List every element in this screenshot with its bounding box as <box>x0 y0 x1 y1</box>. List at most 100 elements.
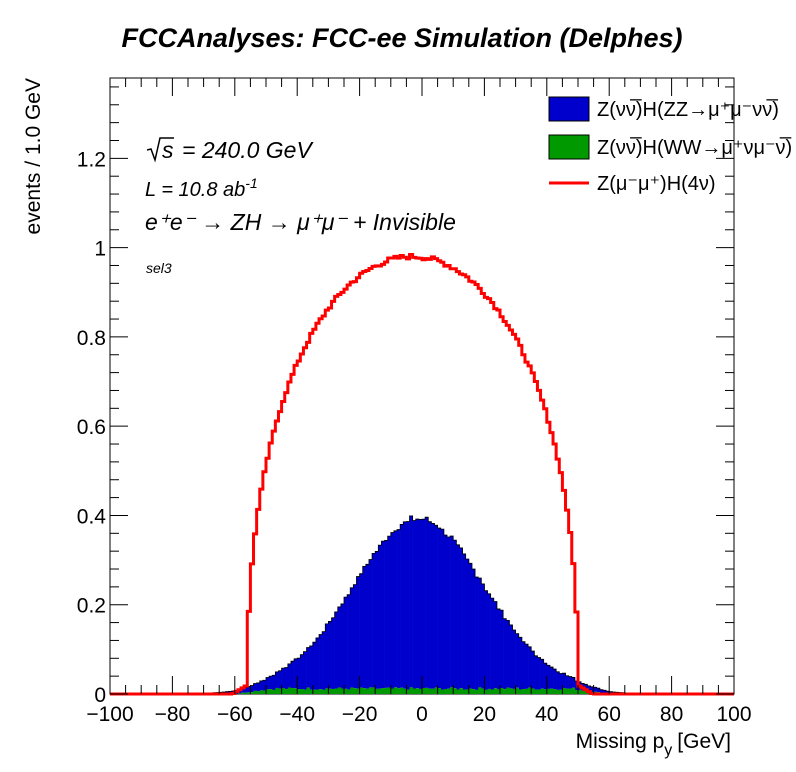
bar-ww <box>300 689 304 694</box>
bar-ww <box>446 688 451 694</box>
x-tick-label: −60 <box>217 703 253 726</box>
bar-zz <box>387 536 392 688</box>
x-tick-label: 0 <box>416 703 428 726</box>
bar-zz <box>559 673 563 690</box>
bar-ww <box>559 689 563 694</box>
bar-ww <box>509 688 513 694</box>
sqrt-symbol <box>146 137 174 163</box>
bar-ww <box>372 687 376 694</box>
bar-zz <box>412 520 417 689</box>
bar-ww <box>290 688 295 694</box>
bar-ww <box>331 688 335 694</box>
bar-ww <box>500 688 504 694</box>
bar-zz <box>362 566 367 689</box>
line-4nu <box>110 253 734 696</box>
bar-ww <box>528 687 532 694</box>
y-tick-label: 0.6 <box>77 416 106 439</box>
bar-zz <box>406 521 410 690</box>
bar-ww <box>275 687 279 694</box>
x-tick-label: 100 <box>716 703 751 726</box>
bar-ww <box>434 687 438 694</box>
bar-zz <box>599 689 604 694</box>
bar-ww <box>397 688 401 694</box>
bar-ww <box>524 688 529 694</box>
bar-ww <box>237 693 242 694</box>
bar-zz <box>278 670 282 689</box>
bar-ww <box>428 688 432 694</box>
bar-zz <box>556 671 560 690</box>
legend-swatch-ww <box>548 134 590 160</box>
bar-zz <box>518 637 523 690</box>
bar-zz <box>537 657 541 690</box>
bar-ww <box>431 688 435 694</box>
bar-ww <box>322 689 326 694</box>
bar-ww <box>362 688 367 694</box>
bar-zz <box>309 645 314 690</box>
bar-zz <box>584 684 588 691</box>
bar-zz <box>443 535 448 689</box>
x-tick-label: 60 <box>598 703 621 726</box>
bar-zz <box>521 641 526 690</box>
bar-ww <box>512 688 516 694</box>
bar-ww <box>253 690 257 694</box>
bar-ww <box>241 692 245 694</box>
bar-ww <box>365 688 370 694</box>
bar-ww <box>503 689 507 694</box>
bar-zz <box>290 661 295 689</box>
bar-ww <box>553 689 557 694</box>
bar-zz <box>262 680 267 691</box>
bar-zz <box>272 675 276 690</box>
bar-zz <box>269 676 273 690</box>
bar-zz <box>493 601 498 689</box>
bar-zz <box>325 623 329 689</box>
bar-zz <box>596 688 601 693</box>
histogram-lines <box>110 253 734 696</box>
bar-zz <box>528 646 532 688</box>
bar-zz <box>468 563 473 689</box>
annotation-energy-value: = 240.0 GeV <box>182 137 314 163</box>
bar-zz <box>344 597 348 689</box>
bar-zz <box>431 523 435 689</box>
bar-zz <box>331 617 335 689</box>
bar-ww <box>487 688 491 694</box>
annotation-luminosity: L = 10.8 ab-1 <box>145 175 258 201</box>
bar-zz <box>390 532 395 689</box>
bar-zz <box>403 521 407 689</box>
bar-zz <box>312 642 317 690</box>
bar-ww <box>537 689 541 694</box>
bar-zz <box>506 620 510 688</box>
bar-zz <box>241 688 245 693</box>
bar-zz <box>356 576 360 689</box>
bar-ww <box>272 689 276 694</box>
bar-ww <box>294 688 298 694</box>
bar-ww <box>568 688 573 694</box>
bar-zz <box>334 611 339 689</box>
annotation-energy: s = 240.0 GeV <box>146 137 314 163</box>
bar-ww <box>297 689 301 694</box>
bar-ww <box>496 689 501 694</box>
bar-zz <box>534 655 538 690</box>
bar-ww <box>459 688 463 694</box>
bar-zz <box>284 667 289 690</box>
bar-ww <box>518 689 523 694</box>
bar-zz <box>524 644 529 689</box>
x-axis-label: Missing py [GeV] <box>576 730 731 759</box>
legend-label-4nu: Z(μ⁻μ⁺)H(4ν) <box>597 173 716 195</box>
bar-ww <box>278 688 282 694</box>
bar-ww <box>284 689 289 694</box>
bar-zz <box>365 564 370 689</box>
bar-zz <box>606 691 610 694</box>
y-tick-label: 0.4 <box>77 505 107 528</box>
bar-zz <box>244 687 248 693</box>
bar-zz <box>400 524 404 688</box>
bar-zz <box>381 541 385 689</box>
bar-ww <box>422 687 426 694</box>
bar-zz <box>549 667 554 689</box>
bar-zz <box>531 651 535 689</box>
bar-zz <box>247 686 251 693</box>
bar-zz <box>602 690 607 694</box>
bar-zz <box>465 558 470 690</box>
bar-ww <box>269 689 273 694</box>
bar-zz <box>487 593 491 689</box>
bar-ww <box>540 688 544 694</box>
